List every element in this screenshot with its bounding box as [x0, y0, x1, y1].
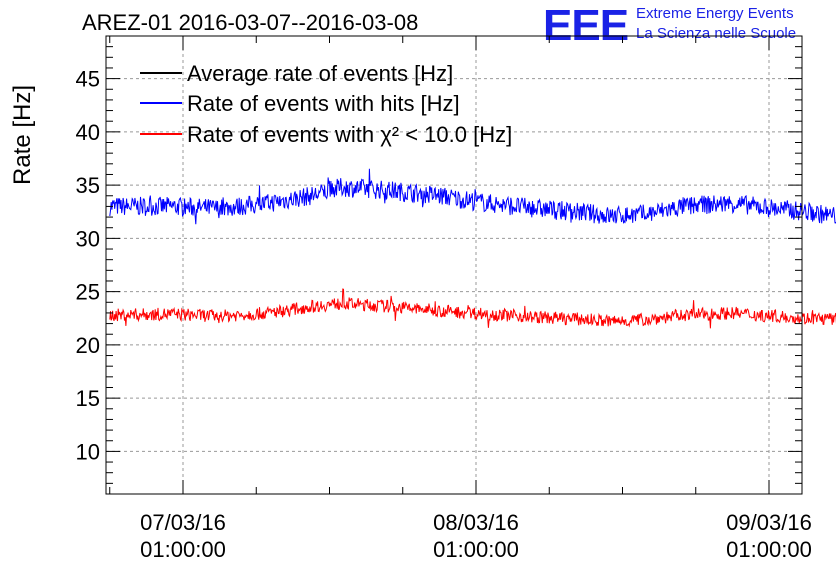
- y-axis-label: Rate [Hz]: [9, 85, 36, 185]
- legend: Average rate of events [Hz] Rate of event…: [140, 61, 512, 147]
- chart-title: AREZ-01 2016-03-07--2016-03-08: [82, 10, 418, 35]
- logo-subtitle-line2: La Scienza nelle Scuole: [636, 25, 796, 42]
- axes: 101520253035404507/03/1601:00:0008/03/16…: [76, 35, 812, 562]
- x-tick-date: 08/03/16: [433, 510, 519, 535]
- x-tick-date: 07/03/16: [140, 510, 226, 535]
- logo-text: EEE: [543, 1, 628, 50]
- x-tick-time: 01:00:00: [726, 537, 812, 562]
- y-tick-label: 20: [76, 333, 100, 358]
- legend-label-0: Average rate of events [Hz]: [187, 61, 453, 86]
- grid: [106, 36, 802, 494]
- y-tick-label: 15: [76, 386, 100, 411]
- y-tick-label: 30: [76, 226, 100, 251]
- logo-subtitle-line1: Extreme Energy Events: [636, 5, 794, 22]
- y-tick-label: 45: [76, 67, 100, 92]
- series-layer: [109, 168, 836, 329]
- legend-label-2: Rate of events with χ² < 10.0 [Hz]: [187, 122, 512, 147]
- eee-logo: EEE Extreme Energy Events La Scienza nel…: [543, 1, 796, 50]
- y-tick-label: 25: [76, 280, 100, 305]
- x-tick-time: 01:00:00: [433, 537, 519, 562]
- x-tick-date: 09/03/16: [726, 510, 812, 535]
- y-tick-label: 10: [76, 439, 100, 464]
- x-tick-time: 01:00:00: [140, 537, 226, 562]
- series-line-1: [109, 168, 836, 225]
- y-tick-label: 35: [76, 173, 100, 198]
- plot-frame: [105, 35, 803, 495]
- series-line-2: [109, 288, 836, 329]
- y-tick-label: 40: [76, 120, 100, 145]
- legend-label-1: Rate of events with hits [Hz]: [187, 91, 460, 116]
